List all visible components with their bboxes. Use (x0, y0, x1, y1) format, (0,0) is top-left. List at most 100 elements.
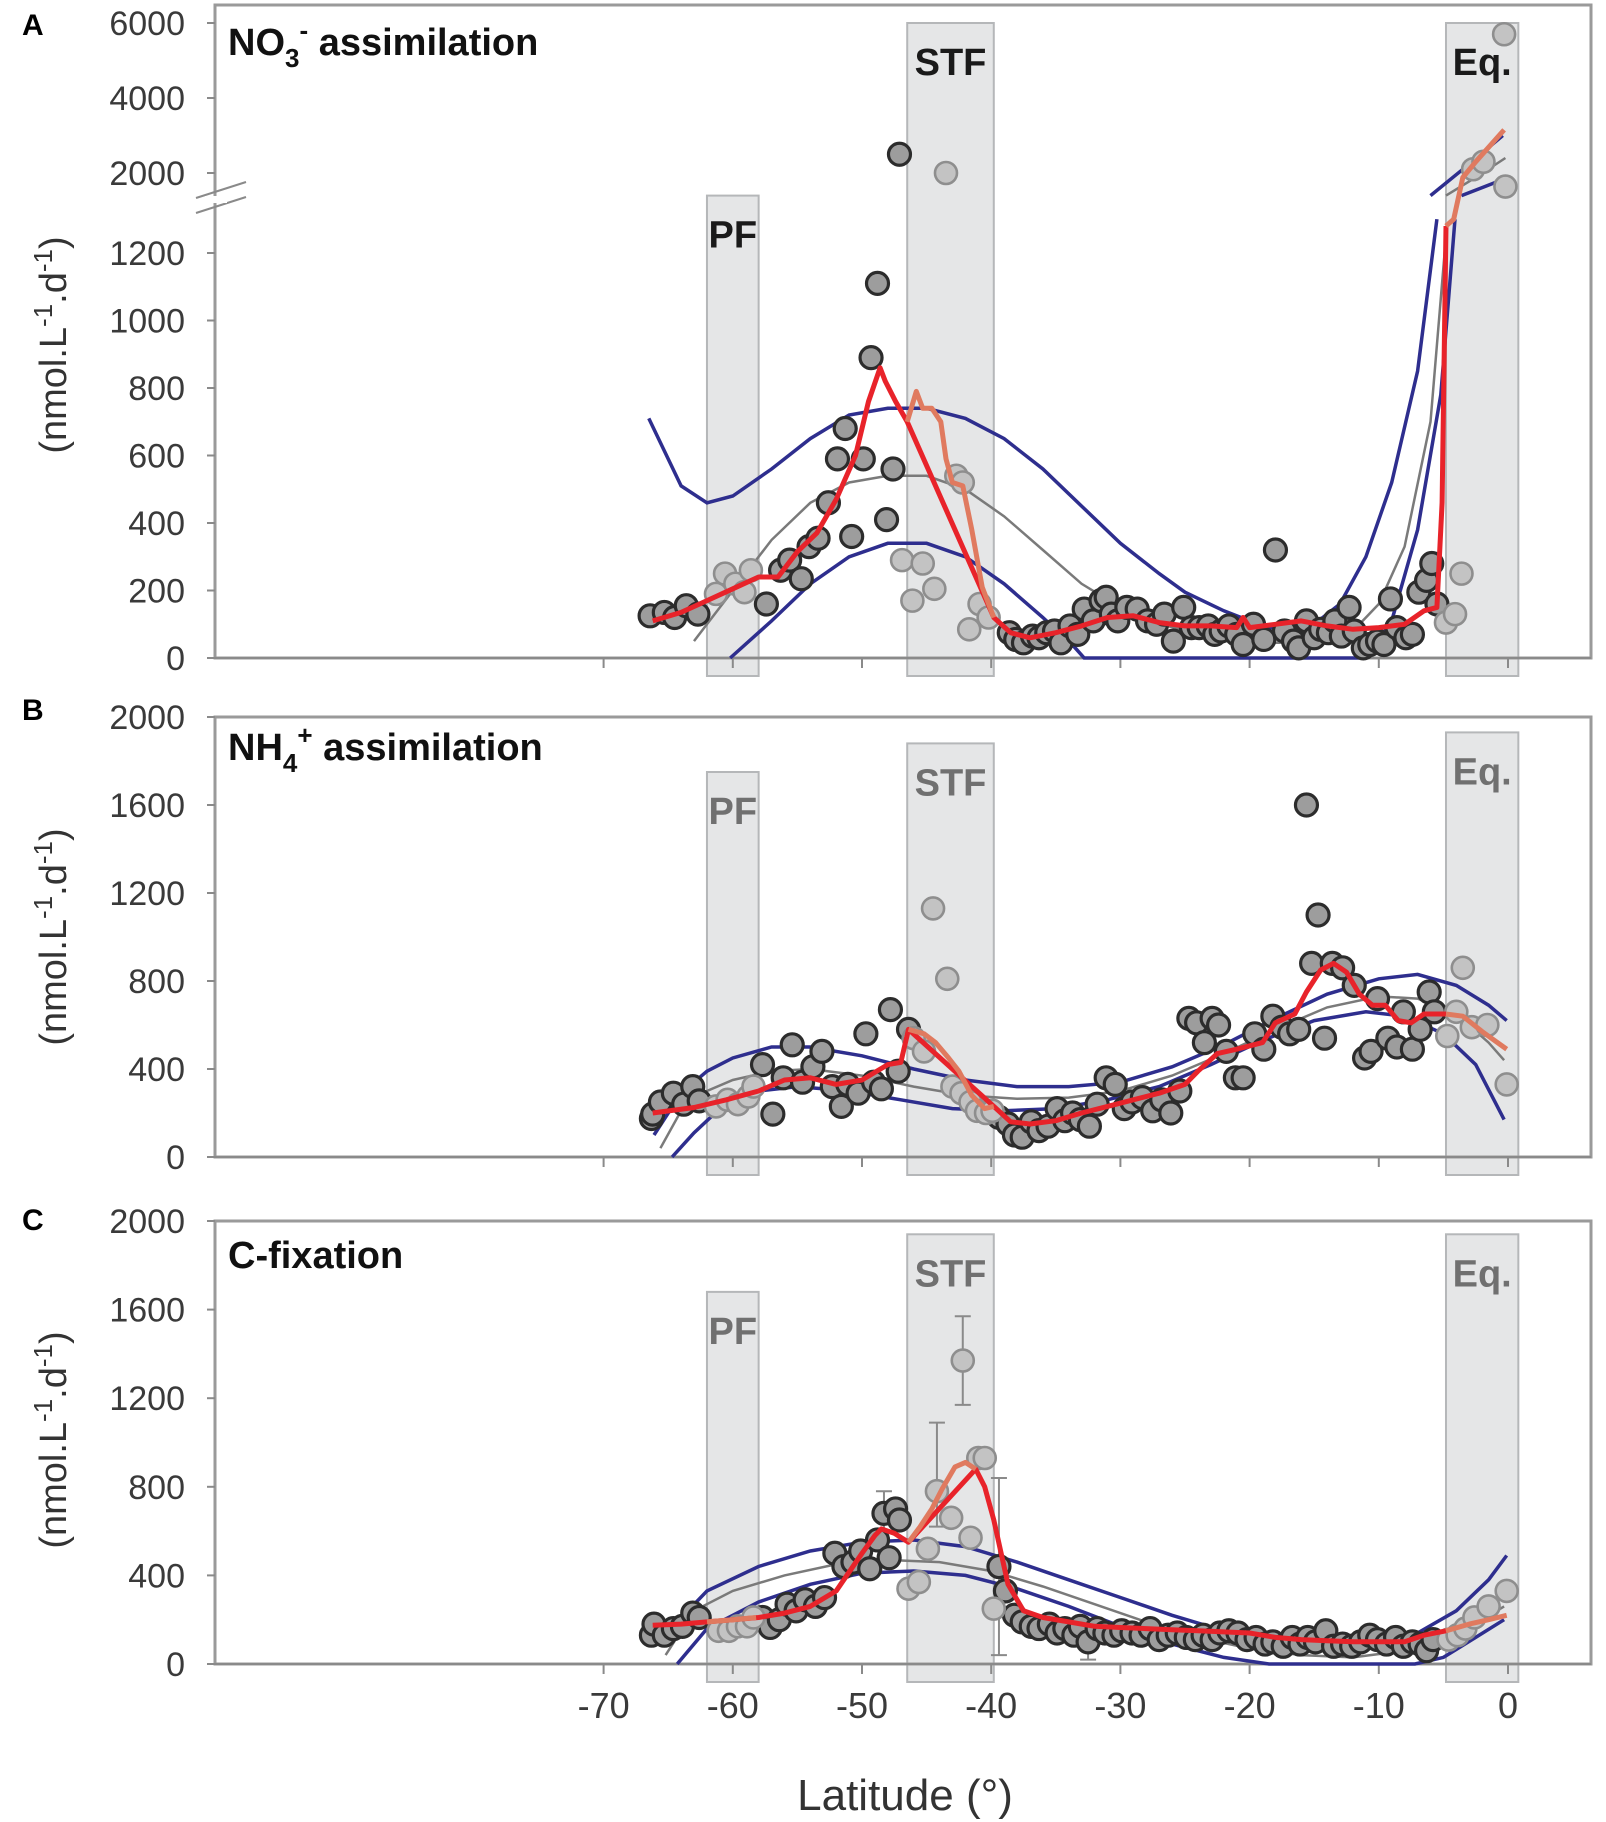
data-point-front (906, 1569, 932, 1595)
y-tick-label: 0 (166, 1139, 185, 1177)
panel-title: NO3- assimilation (228, 15, 538, 73)
panel-letter: B (22, 694, 44, 727)
data-point-front (889, 547, 915, 573)
y-tick-label: 400 (128, 1557, 185, 1595)
running-mean-line (651, 225, 1449, 641)
data-point (858, 345, 884, 371)
axis-break-gap (205, 196, 227, 203)
data-point (876, 1545, 902, 1571)
data-point (788, 566, 814, 592)
y-axis-label-part: .d (33, 864, 75, 896)
y-axis-label: (nmol.L-1.d-1) (28, 828, 75, 1045)
data-point-front (1494, 1578, 1520, 1604)
data-point (877, 996, 904, 1023)
data-point-front (934, 966, 960, 992)
x-tick-label: -50 (836, 1685, 888, 1726)
title-main: NH (228, 727, 283, 769)
y-axis-label-part: (nmol.L (33, 327, 75, 454)
x-tick-label: -40 (965, 1685, 1017, 1726)
title-superscript: - (299, 15, 308, 45)
y-tick-label: 1600 (109, 1292, 185, 1330)
data-point-front (1449, 561, 1474, 586)
data-point-front (1491, 21, 1517, 47)
y-axis-label-part: -1 (28, 304, 58, 327)
panel-title: NH4+ assimilation (228, 720, 543, 778)
panel-letter: A (22, 9, 44, 42)
x-tick-label: -20 (1224, 1685, 1276, 1726)
y-axis-label-part: (nmol.L (33, 919, 75, 1046)
front-band-eq (1444, 731, 1520, 1177)
y-tick-label: 2000 (109, 155, 185, 193)
running-mean-front-line (904, 388, 997, 619)
panel-title: C-fixation (228, 1235, 403, 1277)
y-tick-label: 1600 (109, 787, 185, 825)
x-tick-label: -30 (1094, 1685, 1146, 1726)
y-tick-label: 1200 (109, 1380, 185, 1418)
y-axis-label-part: -1 (28, 841, 58, 864)
data-point-front (1476, 1594, 1501, 1619)
data-point (839, 523, 865, 550)
data-point (1076, 1113, 1102, 1139)
y-tick-label: 0 (166, 1646, 185, 1684)
data-point-front (922, 576, 947, 602)
x-axis-label: Latitude (°) (797, 1771, 1013, 1820)
running-mean-line (652, 960, 1446, 1127)
data-point (749, 1051, 776, 1078)
running-mean-front-line (1445, 1612, 1508, 1634)
data-point-front (980, 1098, 1005, 1124)
y-axis-label-part: ) (33, 1331, 75, 1344)
data-point-front (1493, 174, 1518, 199)
y-axis-label-part: (nmol.L (33, 1422, 75, 1549)
data-point-front (910, 551, 936, 576)
data-point (1286, 1016, 1312, 1043)
data-point (873, 507, 900, 533)
data-point (853, 1021, 879, 1047)
data-point (1102, 1071, 1128, 1098)
data-point-front (900, 588, 925, 613)
data-point-front (920, 896, 946, 921)
data-point-front (956, 617, 982, 642)
data-point (864, 270, 891, 296)
y-axis-label-part: -1 (28, 896, 58, 919)
data-point (1230, 631, 1256, 658)
data-point-front (1442, 601, 1468, 627)
data-point (760, 1101, 786, 1127)
running-mean-front-line (1444, 128, 1506, 228)
data-point-front (1434, 1023, 1460, 1049)
panel-letter: C (22, 1204, 44, 1237)
data-point (753, 591, 779, 617)
x-tick-label: 0 (1498, 1685, 1518, 1726)
data-point-front (1450, 955, 1476, 981)
running-mean-front-line (706, 1615, 757, 1625)
data-point (880, 456, 906, 482)
data-point-front (915, 1536, 941, 1562)
data-point (1305, 902, 1331, 928)
y-axis-label-part: .d (33, 272, 75, 304)
y-tick-label: 2000 (109, 1203, 185, 1241)
front-label-eq: Eq. (1453, 751, 1512, 793)
front-label-pf: PF (709, 791, 758, 833)
data-point (857, 1556, 883, 1582)
data-point (1160, 628, 1186, 654)
data-point-front (933, 160, 959, 186)
data-point (779, 1032, 805, 1058)
panel-c: PF STF Eq. -70 -60 -50 -40 -30 -20 -10 0 0 400 800 120… (22, 1203, 1593, 1726)
fit-upper-confidence-line (652, 972, 1508, 1136)
data-point (1358, 1038, 1384, 1065)
fit-lower-confidence-line (729, 219, 1457, 660)
data-point (1251, 626, 1277, 653)
y-axis-label-part: ) (33, 236, 75, 249)
data-point-front (972, 1445, 998, 1471)
title-subscript: 3 (285, 43, 299, 73)
front-label-pf: PF (709, 215, 758, 257)
front-label-stf: STF (915, 42, 987, 84)
data-point (1293, 792, 1320, 818)
title-main: NO (228, 22, 285, 64)
data-point (1158, 1100, 1184, 1126)
title-rest: assimilation (313, 727, 543, 769)
running-mean-front-line (1445, 1011, 1509, 1052)
y-tick-label: 1200 (109, 875, 185, 913)
data-point-front (938, 1505, 964, 1531)
data-point (1371, 631, 1397, 658)
y-tick-label: 6000 (109, 5, 185, 43)
